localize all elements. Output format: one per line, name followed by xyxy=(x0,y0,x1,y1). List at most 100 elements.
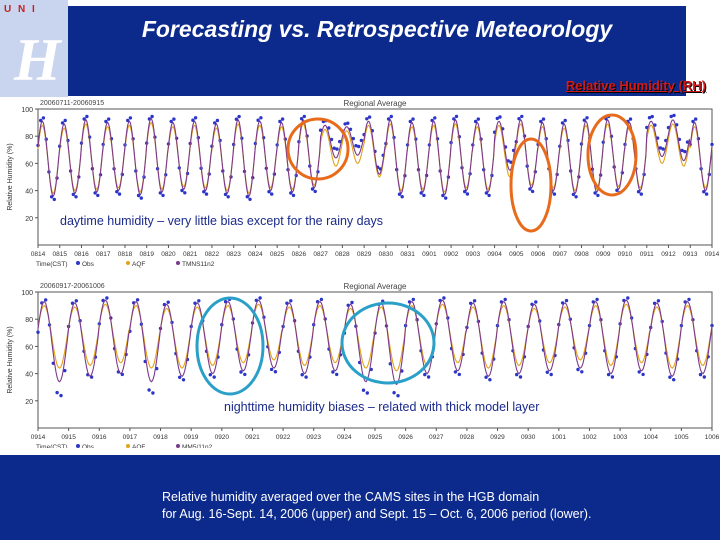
upper-obs-point xyxy=(658,146,663,150)
lower-legend-entry: MM5/11n2 xyxy=(182,444,213,448)
lower-xtick-label: 0929 xyxy=(490,434,505,441)
upper-annotation: daytime humidity – very little bias exce… xyxy=(60,214,384,228)
lower-xtick-label: 0918 xyxy=(153,434,168,441)
lower-obs-point xyxy=(457,372,461,377)
upper-xtick-label: 0901 xyxy=(422,251,437,258)
upper-obs-point xyxy=(41,116,46,120)
lower-panel-title: Regional Average xyxy=(343,282,407,291)
upper-obs-point xyxy=(563,118,567,123)
upper-legend-entry: Obs xyxy=(82,261,95,268)
upper-obs-point xyxy=(359,138,364,143)
upper-obs-point xyxy=(158,191,162,195)
lower-legend-marker xyxy=(76,444,80,448)
upper-obs-point xyxy=(582,118,586,122)
slide-title: Forecasting vs. Retrospective Meteorolog… xyxy=(141,16,613,42)
upper-obs-point xyxy=(397,192,402,196)
upper-obs-point xyxy=(571,192,576,197)
upper-obs-point xyxy=(278,119,282,124)
lower-legend-entry: AQF xyxy=(132,444,145,448)
lower-obs-point xyxy=(453,370,458,374)
upper-panel-title: Regional Average xyxy=(343,99,407,108)
upper-obs-point xyxy=(318,128,323,132)
upper-obs-point xyxy=(411,117,415,121)
upper-highlight-ellipse xyxy=(586,113,638,197)
upper-obs-point xyxy=(357,144,361,149)
upper-obs-point xyxy=(694,117,698,121)
upper-obs-point xyxy=(444,196,448,200)
lower-chart-svg: 20060917-20061006 Regional Average 20 40 60 8… xyxy=(7,282,720,451)
lower-xtick-label: 0924 xyxy=(337,434,352,441)
upper-xtick-label: 0905 xyxy=(509,251,524,258)
upper-xtick-label: 0821 xyxy=(183,251,198,258)
lower-obs-point xyxy=(331,370,335,374)
upper-obs-point xyxy=(509,160,513,164)
upper-xtick-label: 0913 xyxy=(683,251,698,258)
upper-obs-point xyxy=(128,116,133,120)
upper-obs-point xyxy=(680,148,684,153)
lower-obs-point xyxy=(208,373,212,377)
upper-obs-point xyxy=(74,195,78,199)
upper-xtick-label: 0816 xyxy=(74,251,89,258)
lower-obs-point xyxy=(178,375,182,379)
upper-obs-point xyxy=(332,146,336,150)
upper-obs-point xyxy=(704,192,709,196)
lower-obs-point xyxy=(518,375,523,379)
upper-obs-point xyxy=(560,121,565,125)
lower-obs-point xyxy=(534,300,538,304)
lower-xlabel: Time(CST) xyxy=(36,444,68,448)
upper-legend-marker xyxy=(76,261,80,265)
upper-obs-point xyxy=(441,193,445,198)
lower-ytick-label: 80 xyxy=(25,317,33,324)
upper-xtick-label: 0903 xyxy=(466,251,481,258)
upper-obs-point xyxy=(39,118,43,123)
upper-xtick-label: 0817 xyxy=(96,251,111,258)
lower-xtick-label: 0919 xyxy=(184,434,199,441)
upper-obs-point xyxy=(313,189,317,194)
upper-xtick-label: 0825 xyxy=(270,251,285,258)
lower-obs-point xyxy=(239,370,243,374)
lower-xtick-label: 1006 xyxy=(705,434,720,441)
upper-obs-point xyxy=(530,189,535,194)
upper-obs-point xyxy=(661,147,665,151)
upper-obs-point xyxy=(237,114,241,119)
upper-obs-point xyxy=(49,195,54,199)
lower-legend-marker xyxy=(176,444,180,448)
upper-xtick-label: 0909 xyxy=(596,251,611,258)
lower-obs-point xyxy=(55,390,59,395)
lower-obs-point xyxy=(545,370,549,374)
lower-obs-point xyxy=(361,388,366,392)
upper-obs-point xyxy=(343,122,347,126)
lower-xtick-label: 0927 xyxy=(429,434,444,441)
upper-ytick-label: 100 xyxy=(21,107,33,114)
lower-xtick-label: 0915 xyxy=(61,434,76,441)
upper-obs-point xyxy=(386,117,391,121)
lower-obs-point xyxy=(304,375,308,379)
upper-obs-point xyxy=(528,187,532,191)
upper-obs-point xyxy=(574,195,578,199)
upper-chart-svg: 20060711-20060915 Regional Average 20 40 60 8… xyxy=(7,99,720,268)
upper-legend-marker xyxy=(126,261,130,265)
upper-obs-point xyxy=(139,196,143,200)
lower-ylabel: Relative Humidity (%) xyxy=(7,326,14,393)
lower-obs-point xyxy=(672,378,676,382)
lower-xtick-label: 0922 xyxy=(276,434,291,441)
upper-xtick-label: 0820 xyxy=(161,251,176,258)
upper-xtick-label: 0906 xyxy=(531,251,546,258)
upper-xtick-label: 0914 xyxy=(705,251,720,258)
upper-obs-point xyxy=(136,193,141,198)
upper-obs-point xyxy=(60,121,65,125)
lower-ytick-label: 60 xyxy=(25,344,33,351)
lower-obs-point xyxy=(44,298,48,302)
lower-obs-point xyxy=(396,394,400,398)
upper-obs-point xyxy=(169,119,173,124)
lower-obs-point xyxy=(63,368,67,373)
upper-obs-point xyxy=(161,193,165,198)
lower-obs-point xyxy=(637,370,641,374)
upper-obs-point xyxy=(400,195,404,199)
upper-obs-point xyxy=(585,116,589,120)
upper-xtick-label: 0814 xyxy=(31,251,46,258)
upper-xlabel: Time(CST) xyxy=(36,261,68,268)
upper-obs-point xyxy=(628,117,633,121)
caption-line-1: Relative humidity averaged over the CAMS… xyxy=(162,490,540,504)
upper-obs-point xyxy=(351,136,355,141)
